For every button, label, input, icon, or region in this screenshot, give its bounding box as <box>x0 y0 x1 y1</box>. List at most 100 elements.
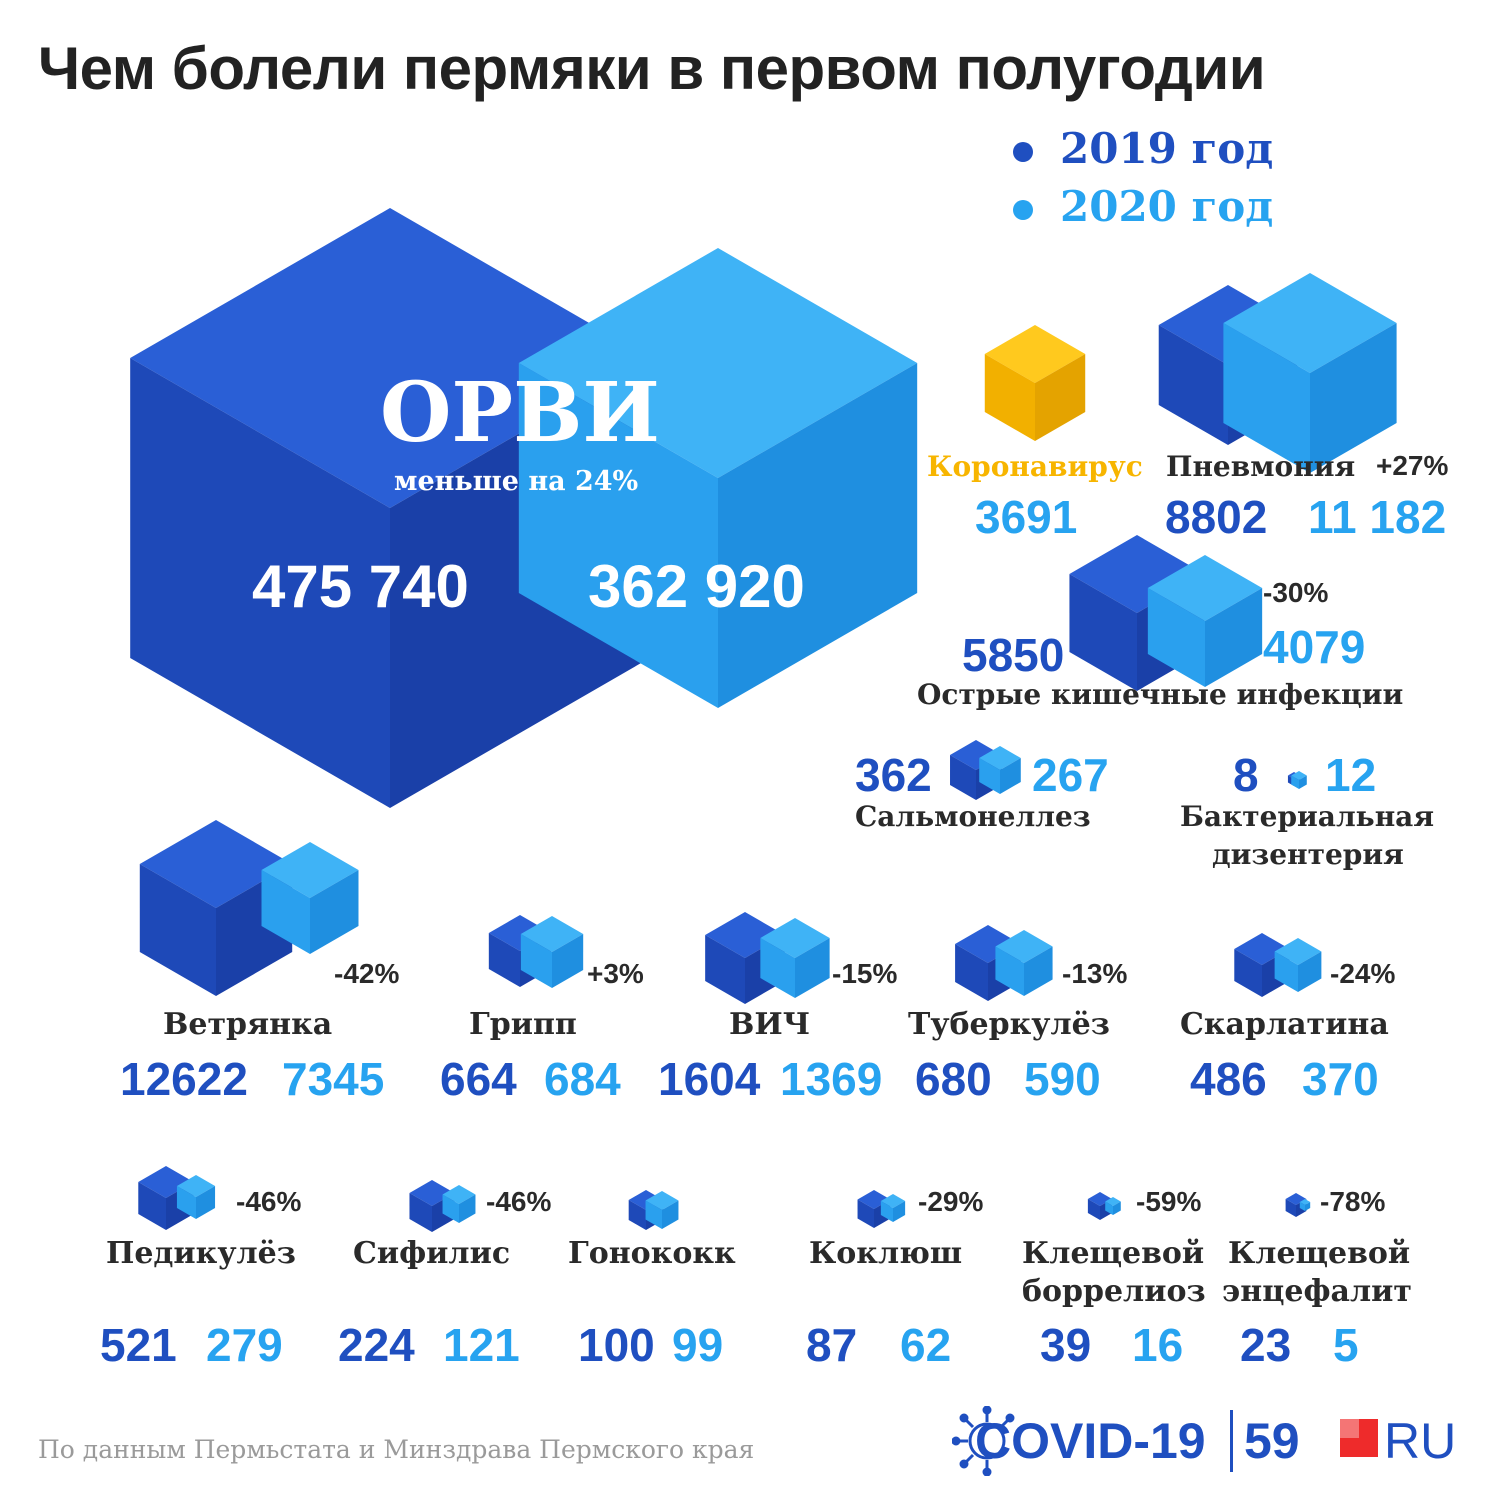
borreliosis-value-2020: 16 <box>1132 1319 1184 1371</box>
salmonella-value-2019: 362 <box>855 749 932 801</box>
dysentery-label-line2: дизентерия <box>1212 838 1404 871</box>
scarlet-cube-2020-right <box>1298 951 1322 992</box>
pneumonia-change: +27% <box>1376 450 1449 481</box>
borreliosis-change: -59% <box>1136 1186 1202 1217</box>
tuberculosis-change: -13% <box>1062 958 1128 989</box>
salmonella-cube-2020-top <box>979 746 1021 770</box>
gonococcus-cube-2019-top <box>628 1190 664 1210</box>
salmonella-value-2020: 267 <box>1032 749 1109 801</box>
borreliosis-cube-2020-left <box>1105 1201 1113 1215</box>
gonococcus-label: Гонококк <box>568 1236 736 1271</box>
pediculosis-cube-2020-right <box>196 1186 216 1219</box>
hiv-value-2019: 1604 <box>658 1053 761 1105</box>
orvi-note: меньше на 24% <box>394 466 639 497</box>
logo-divider <box>1230 1410 1233 1472</box>
gonococcus-cube-2019-left <box>628 1200 646 1230</box>
chickenpox-change: -42% <box>334 958 400 989</box>
encephalitis-cube-2020-left <box>1299 1202 1305 1211</box>
pertussis-cube-2020-left <box>880 1201 893 1222</box>
salmonella-label: Сальмонеллез <box>855 800 1091 833</box>
flu-cube-2020-left <box>520 934 552 988</box>
tuberculosis-value-2019: 680 <box>915 1053 992 1105</box>
dysentery-cube-2020-right <box>1299 775 1307 789</box>
syphilis-cube-2019-left <box>409 1193 432 1232</box>
pertussis-value-2019: 87 <box>806 1319 858 1371</box>
pneumonia-cube-2020-right <box>1310 323 1397 473</box>
pediculosis-cube-2019-left <box>138 1182 166 1230</box>
pneumonia-cube-2019-left <box>1158 325 1228 445</box>
flu-cube-2020-right <box>552 934 584 988</box>
chickenpox-value-2020: 7345 <box>282 1053 385 1105</box>
flu-change: +3% <box>587 958 644 989</box>
encephalitis-label-line1: Клещевой <box>1228 1236 1411 1271</box>
logo-59-text: 59 <box>1244 1413 1300 1469</box>
gonococcus-value-2020: 99 <box>672 1319 724 1371</box>
flu-value-2019: 664 <box>440 1053 517 1105</box>
gonococcus-cube-2020-left <box>645 1200 662 1229</box>
corona-label: Коронавирус <box>927 450 1143 483</box>
syphilis-cube-2020-right <box>459 1194 476 1223</box>
chickenpox-cube-2020-left <box>261 870 310 954</box>
corona-value: 3691 <box>975 491 1078 543</box>
hiv-cube-2019-left <box>705 935 745 1004</box>
syphilis-cube-2020-left <box>442 1194 459 1223</box>
syphilis-label: Сифилис <box>353 1236 511 1271</box>
orvi-cube-2019-left <box>130 358 390 808</box>
hiv-change: -15% <box>832 958 898 989</box>
pneumonia-cube-2020-left <box>1223 323 1310 473</box>
tuberculosis-cube-2020-left <box>995 946 1024 996</box>
hiv-label: ВИЧ <box>729 1007 811 1042</box>
scarlet-value-2019: 486 <box>1190 1053 1267 1105</box>
corona-cube-left <box>984 354 1035 441</box>
pediculosis-value-2020: 279 <box>206 1319 283 1371</box>
chickenpox-cube-2020-top <box>261 842 359 898</box>
dysentery-value-2020: 12 <box>1325 749 1377 801</box>
orvi-cube-2020-right <box>718 363 918 708</box>
intestinal-value-2020: 4079 <box>1263 621 1366 673</box>
encephalitis-label-line2: энцефалит <box>1222 1274 1412 1309</box>
scarlet-cube-2020-top <box>1274 938 1322 965</box>
virus-icon <box>952 1406 1015 1476</box>
pneumonia-cube-2020-top <box>1223 273 1397 373</box>
source-note: По данным Пермьстата и Минздрава Пермско… <box>38 1435 755 1464</box>
salmonella-cube-2020-right <box>1000 758 1021 794</box>
corona-cube-right <box>1035 354 1086 441</box>
pertussis-cube-2020-right <box>893 1201 906 1222</box>
syphilis-value-2019: 224 <box>338 1319 415 1371</box>
borreliosis-label-line2: боррелиоз <box>1022 1274 1206 1309</box>
intestinal-value-2019: 5850 <box>962 629 1065 681</box>
encephalitis-change: -78% <box>1320 1186 1386 1217</box>
borreliosis-value-2019: 39 <box>1040 1319 1092 1371</box>
legend-label-2020: 2020 год <box>1060 182 1274 231</box>
hiv-value-2020: 1369 <box>780 1053 883 1105</box>
dysentery-label-line1: Бактериальная <box>1180 800 1435 833</box>
pertussis-value-2020: 62 <box>900 1319 952 1371</box>
intestinal-cube-2020-right <box>1205 588 1263 687</box>
pertussis-label: Коклюш <box>809 1236 963 1271</box>
syphilis-change: -46% <box>486 1186 552 1217</box>
chickenpox-cube-2019-left <box>139 864 216 996</box>
salmonella-cube-2019-left <box>950 755 976 800</box>
chickenpox-value-2019: 12622 <box>120 1053 248 1105</box>
flu-value-2020: 684 <box>544 1053 621 1105</box>
scarlet-change: -24% <box>1330 958 1396 989</box>
intestinal-label: Острые кишечные инфекции <box>917 678 1404 711</box>
dysentery-cube-2020-left <box>1291 775 1299 789</box>
intestinal-change: -30% <box>1263 577 1329 608</box>
legend-label-2019: 2019 год <box>1060 124 1274 173</box>
pediculosis-change: -46% <box>236 1186 302 1217</box>
encephalitis-value-2019: 23 <box>1240 1319 1292 1371</box>
scarlet-label: Скарлатина <box>1180 1007 1389 1042</box>
dysentery-value-2019: 8 <box>1233 749 1259 801</box>
page-title: Чем болели пермяки в первом полугодии <box>38 35 1266 102</box>
pneumonia-value-2020: 11 182 <box>1308 491 1447 543</box>
orvi-value-2019: 475 740 <box>252 553 469 620</box>
orvi-cube-2020-top <box>518 248 918 478</box>
pediculosis-label: Педикулёз <box>106 1236 296 1271</box>
chickenpox-label: Ветрянка <box>163 1007 333 1042</box>
pneumonia-value-2019: 8802 <box>1165 491 1268 543</box>
orvi-cube-2020-left <box>518 363 718 708</box>
tuberculosis-value-2020: 590 <box>1024 1053 1101 1105</box>
